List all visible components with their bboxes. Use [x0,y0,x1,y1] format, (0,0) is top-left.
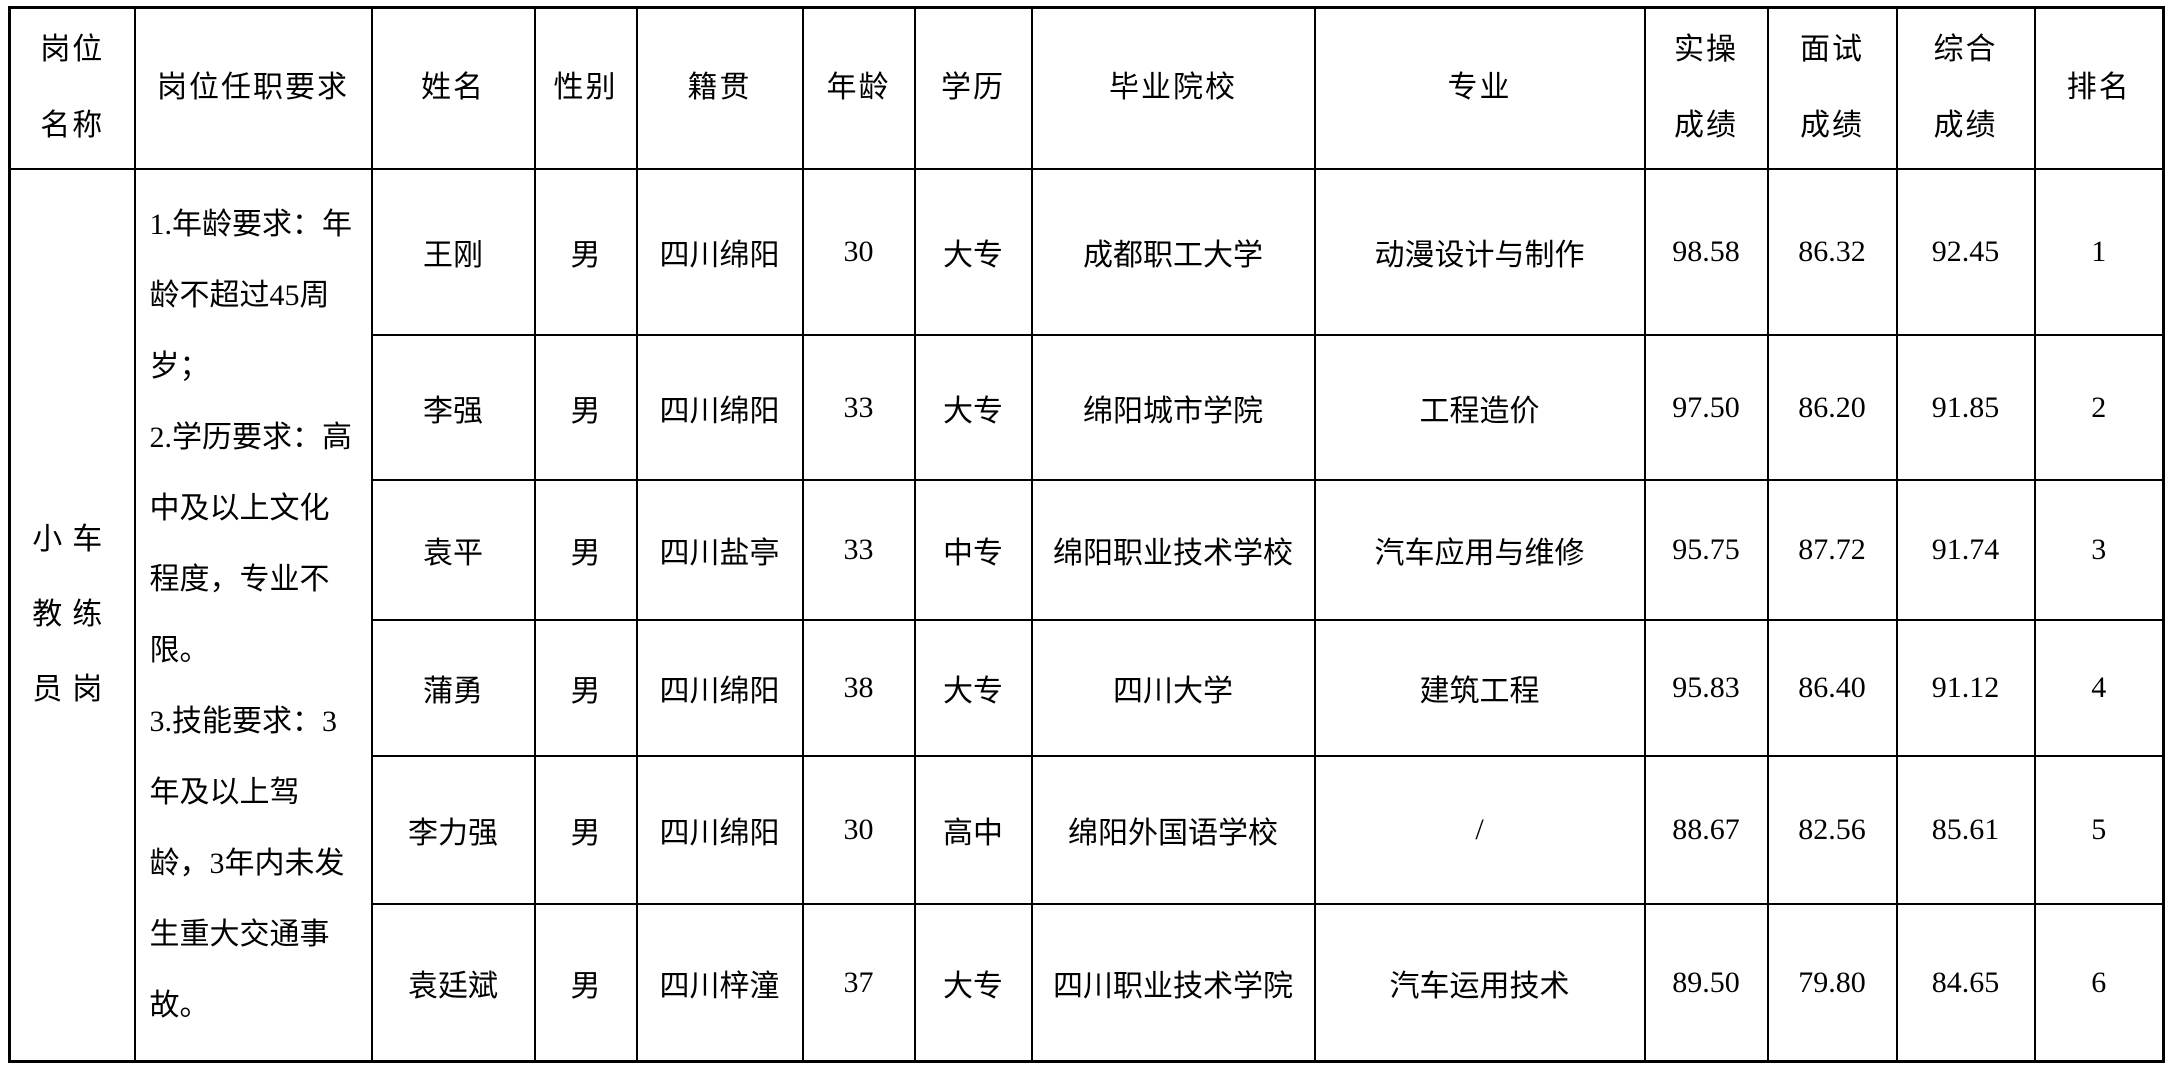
cell-comprehensive-score: 91.12 [1895,619,2036,757]
cell-name: 袁平 [370,479,536,622]
header-school: 毕业院校 [1030,6,1316,170]
cell-age: 38 [801,619,916,757]
cell-name: 王刚 [370,167,536,336]
cell-rank: 3 [2033,479,2165,622]
cell-age: 37 [801,903,916,1063]
cell-gender: 男 [533,754,638,906]
header-position-name: 岗位 名称 [8,6,136,170]
requirement-education: 2.学历要求：高中及以上文化程度，专业不限。 [149,420,353,667]
header-origin: 籍贯 [635,6,804,170]
cell-education: 大专 [913,167,1033,336]
header-row: 岗位 名称 岗位任职要求 姓名 性别 籍贯 年龄 [8,6,2165,170]
cell-practical-score: 98.58 [1643,167,1769,336]
cell-interview-score: 86.40 [1766,619,1898,757]
cell-education: 大专 [913,903,1033,1063]
cell-major: 汽车运用技术 [1313,903,1646,1063]
cell-gender: 男 [533,333,638,482]
header-major: 专业 [1313,6,1646,170]
cell-education: 高中 [913,754,1033,906]
cell-school: 四川大学 [1030,619,1316,757]
cell-interview-score: 86.20 [1766,333,1898,482]
cell-major: 动漫设计与制作 [1313,167,1646,336]
header-requirements: 岗位任职要求 [133,6,373,170]
cell-school: 绵阳外国语学校 [1030,754,1316,906]
header-gender: 性别 [533,6,638,170]
cell-rank: 1 [2033,167,2165,336]
cell-origin: 四川盐亭 [635,479,804,622]
cell-interview-score: 87.72 [1766,479,1898,622]
cell-rank: 5 [2033,754,2165,906]
cell-practical-score: 95.75 [1643,479,1769,622]
cell-school: 绵阳职业技术学校 [1030,479,1316,622]
cell-origin: 四川绵阳 [635,167,804,336]
cell-education: 大专 [913,333,1033,482]
cell-practical-score: 97.50 [1643,333,1769,482]
cell-age: 33 [801,479,916,622]
header-interview-score: 面试 成绩 [1766,6,1898,170]
cell-rank: 4 [2033,619,2165,757]
cell-education: 中专 [913,479,1033,622]
cell-school: 四川职业技术学院 [1030,903,1316,1063]
candidates-score-table: 岗位 名称 岗位任职要求 姓名 性别 籍贯 年龄 [8,6,2165,1063]
cell-gender: 男 [533,167,638,336]
cell-name: 李强 [370,333,536,482]
header-position-name-line1: 岗位 [40,33,105,67]
header-practical-score: 实操 成绩 [1643,6,1769,170]
table-row: 小车教练员岗 1.年龄要求：年龄不超过45周岁； 2.学历要求：高中及以上文化程… [8,167,2165,1063]
header-rank: 排名 [2033,6,2165,170]
cell-origin: 四川绵阳 [635,619,804,757]
header-comprehensive-score: 综合 成绩 [1895,6,2036,170]
cell-interview-score: 86.32 [1766,167,1898,336]
cell-major: / [1313,754,1646,906]
cell-major: 汽车应用与维修 [1313,479,1646,622]
cell-gender: 男 [533,903,638,1063]
cell-practical-score: 89.50 [1643,903,1769,1063]
header-name: 姓名 [370,6,536,170]
cell-practical-score: 95.83 [1643,619,1769,757]
header-education: 学历 [913,6,1033,170]
position-name-cell: 小车教练员岗 [8,167,136,1063]
table-row: 李强 男 四川绵阳 33 大专 绵阳城市学院 工程造价 97.50 86.20 … [10,333,2165,482]
cell-gender: 男 [533,619,638,757]
cell-comprehensive-score: 84.65 [1895,903,2036,1063]
cell-comprehensive-score: 91.85 [1895,333,2036,482]
cell-interview-score: 82.56 [1766,754,1898,906]
position-name: 小车教练员岗 [32,523,113,707]
cell-gender: 男 [533,479,638,622]
cell-age: 30 [801,167,916,336]
table-row: 李力强 男 四川绵阳 30 高中 绵阳外国语学校 / 88.67 82.56 8… [10,754,2165,906]
cell-age: 30 [801,754,916,906]
cell-origin: 四川绵阳 [635,333,804,482]
cell-name: 李力强 [370,754,536,906]
cell-origin: 四川绵阳 [635,754,804,906]
cell-school: 成都职工大学 [1030,167,1316,336]
table-row: 袁平 男 四川盐亭 33 中专 绵阳职业技术学校 汽车应用与维修 95.75 8… [10,479,2165,622]
cell-major: 建筑工程 [1313,619,1646,757]
table-row: 蒲勇 男 四川绵阳 38 大专 四川大学 建筑工程 95.83 86.40 91… [10,619,2165,757]
cell-rank: 6 [2033,903,2165,1063]
cell-major: 工程造价 [1313,333,1646,482]
cell-name: 蒲勇 [370,619,536,757]
cell-education: 大专 [913,619,1033,757]
cell-rank: 2 [2033,333,2165,482]
requirement-skill: 3.技能要求：3年及以上驾龄，3年内未发生重大交通事故。 [149,704,345,1022]
cell-comprehensive-score: 91.74 [1895,479,2036,622]
cell-comprehensive-score: 92.45 [1895,167,2036,336]
cell-origin: 四川梓潼 [635,903,804,1063]
cell-interview-score: 79.80 [1766,903,1898,1063]
requirement-age: 1.年龄要求：年龄不超过45周岁； [149,207,353,383]
cell-practical-score: 88.67 [1643,754,1769,906]
cell-school: 绵阳城市学院 [1030,333,1316,482]
header-age: 年龄 [801,6,916,170]
header-position-name-line2: 名称 [40,109,105,143]
requirements-cell: 1.年龄要求：年龄不超过45周岁； 2.学历要求：高中及以上文化程度，专业不限。… [133,167,373,1063]
cell-age: 33 [801,333,916,482]
table-row: 袁廷斌 男 四川梓潼 37 大专 四川职业技术学院 汽车运用技术 89.50 7… [10,903,2165,1063]
cell-comprehensive-score: 85.61 [1895,754,2036,906]
cell-name: 袁廷斌 [370,903,536,1063]
